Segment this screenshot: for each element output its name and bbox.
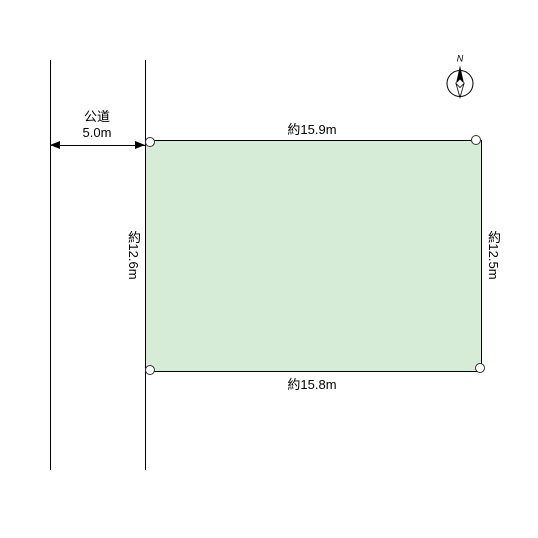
dim-top: 約15.9m	[287, 119, 336, 138]
road-arrow-right	[135, 141, 145, 149]
road-left-line	[50, 60, 51, 470]
plot-diagram: 公道 5.0m 約15.9m 約15.8m 約12.6m 約12.5m N	[0, 0, 538, 538]
land-plot	[145, 140, 482, 372]
dim-bottom: 約15.8m	[287, 374, 336, 393]
dim-left: 約12.6m	[124, 230, 143, 279]
road-width-arrow	[50, 145, 145, 146]
corner-ne	[471, 135, 481, 145]
road-label-top: 公道	[84, 109, 110, 124]
compass-icon: N	[442, 54, 478, 107]
dim-right: 約12.5m	[484, 230, 503, 279]
corner-nw	[145, 137, 155, 147]
road-label: 公道 5.0m	[83, 109, 112, 140]
compass-n-label: N	[457, 54, 464, 64]
road-label-bottom: 5.0m	[83, 124, 112, 139]
corner-sw	[145, 365, 155, 375]
road-arrow-left	[50, 141, 60, 149]
corner-se	[475, 363, 485, 373]
